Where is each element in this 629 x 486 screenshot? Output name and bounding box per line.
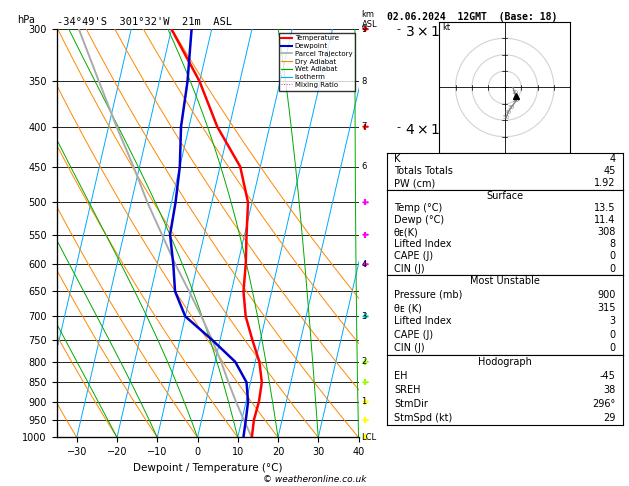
Text: Lifted Index: Lifted Index: [394, 316, 452, 327]
Text: Most Unstable: Most Unstable: [470, 276, 540, 286]
X-axis label: Dewpoint / Temperature (°C): Dewpoint / Temperature (°C): [133, 463, 282, 473]
Text: 02.06.2024  12GMT  (Base: 18): 02.06.2024 12GMT (Base: 18): [387, 12, 557, 22]
Text: 4: 4: [362, 260, 367, 269]
Text: StmDir: StmDir: [394, 399, 428, 409]
Text: 30: 30: [508, 104, 515, 110]
Text: θᴇ (K): θᴇ (K): [394, 303, 422, 313]
Text: 0: 0: [610, 343, 616, 353]
Text: LCL: LCL: [362, 433, 377, 442]
Text: 8: 8: [362, 77, 367, 86]
Text: 45: 45: [603, 166, 616, 176]
Text: Temp (°C): Temp (°C): [394, 203, 442, 213]
Text: 13.5: 13.5: [594, 203, 616, 213]
Text: 29: 29: [603, 413, 616, 423]
Text: 40: 40: [504, 109, 511, 115]
Text: SREH: SREH: [394, 385, 420, 395]
Legend: Temperature, Dewpoint, Parcel Trajectory, Dry Adiabat, Wet Adiabat, Isotherm, Mi: Temperature, Dewpoint, Parcel Trajectory…: [279, 33, 355, 90]
Text: -34°49'S  301°32'W  21m  ASL: -34°49'S 301°32'W 21m ASL: [57, 17, 231, 27]
Text: 6: 6: [362, 162, 367, 171]
Text: 11.4: 11.4: [594, 215, 616, 225]
Text: km
ASL: km ASL: [362, 10, 377, 29]
Text: 1: 1: [362, 397, 367, 406]
Text: kt: kt: [442, 23, 450, 32]
Text: CIN (J): CIN (J): [394, 343, 425, 353]
Text: CAPE (J): CAPE (J): [394, 251, 433, 261]
Text: 38: 38: [603, 385, 616, 395]
Text: Lifted Index: Lifted Index: [394, 239, 452, 249]
Text: 308: 308: [598, 227, 616, 237]
Text: 3: 3: [362, 312, 367, 321]
Text: Pressure (mb): Pressure (mb): [394, 290, 462, 300]
Text: 296°: 296°: [593, 399, 616, 409]
Text: 4: 4: [610, 154, 616, 164]
Text: 20: 20: [513, 98, 520, 103]
Text: Hodograph: Hodograph: [478, 357, 532, 367]
Text: 0: 0: [610, 251, 616, 261]
Text: Surface: Surface: [486, 191, 523, 201]
Text: Dewp (°C): Dewp (°C): [394, 215, 444, 225]
Text: θᴇ(K): θᴇ(K): [394, 227, 419, 237]
Text: 900: 900: [598, 290, 616, 300]
Text: 315: 315: [597, 303, 616, 313]
Text: 7: 7: [362, 122, 367, 131]
Text: 50: 50: [503, 115, 510, 120]
Text: StmSpd (kt): StmSpd (kt): [394, 413, 452, 423]
Text: 0: 0: [610, 263, 616, 274]
Text: 2: 2: [362, 357, 367, 366]
Text: K: K: [394, 154, 400, 164]
Text: 0: 0: [610, 330, 616, 340]
Text: 8: 8: [610, 239, 616, 249]
Text: PW (cm): PW (cm): [394, 178, 435, 189]
Text: 9: 9: [362, 25, 367, 34]
Text: 10: 10: [511, 90, 518, 95]
Text: 1.92: 1.92: [594, 178, 616, 189]
Text: Totals Totals: Totals Totals: [394, 166, 453, 176]
Text: CIN (J): CIN (J): [394, 263, 425, 274]
Text: © weatheronline.co.uk: © weatheronline.co.uk: [263, 474, 366, 484]
Text: EH: EH: [394, 371, 408, 381]
Text: 3: 3: [610, 316, 616, 327]
Text: hPa: hPa: [18, 15, 35, 25]
Text: -45: -45: [600, 371, 616, 381]
Y-axis label: Mixing Ratio (g/kg): Mixing Ratio (g/kg): [459, 191, 467, 276]
Text: CAPE (J): CAPE (J): [394, 330, 433, 340]
